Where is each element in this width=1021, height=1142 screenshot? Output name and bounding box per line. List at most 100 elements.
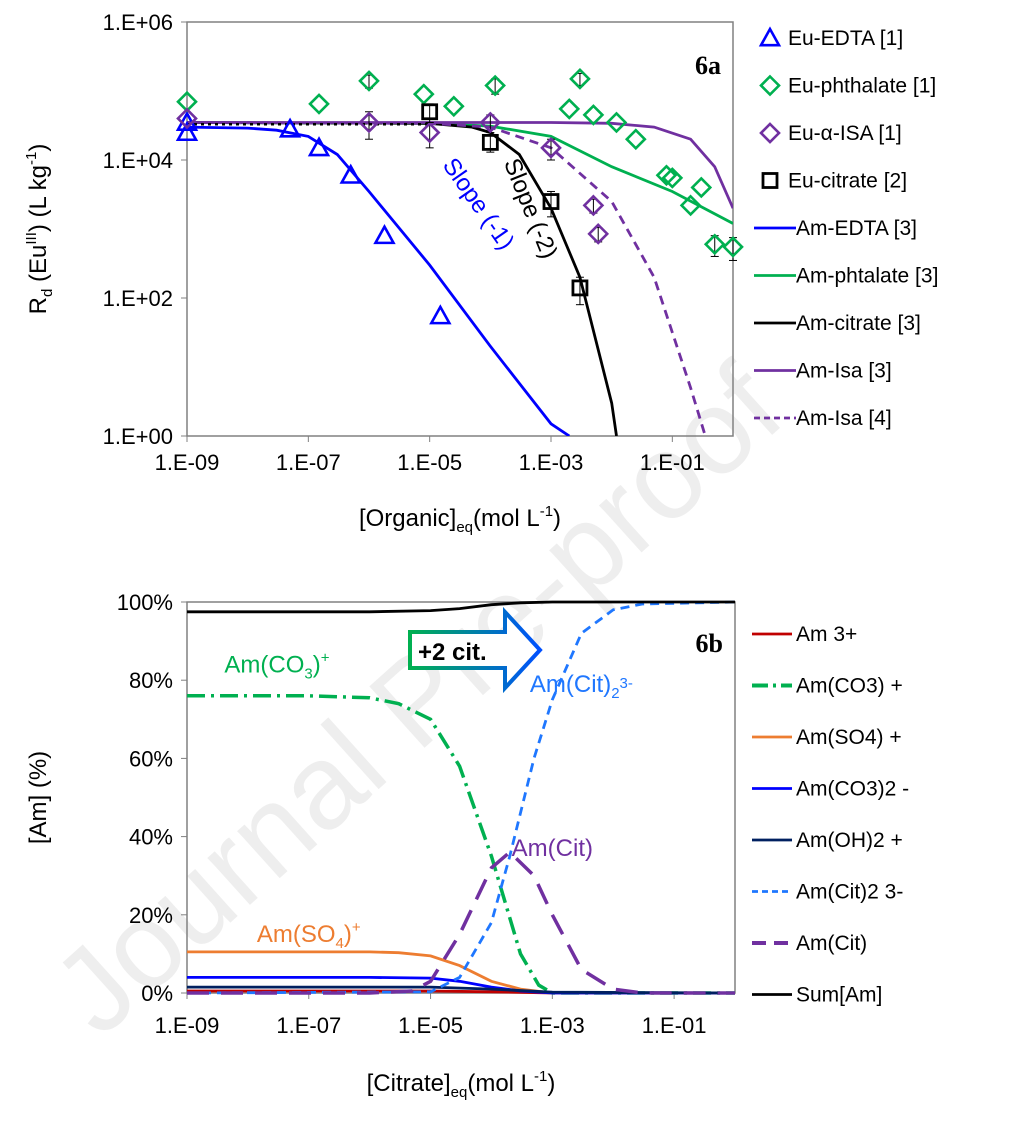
species-annotation: Am(Cit)23- <box>530 671 633 702</box>
y-tick-label: 20% <box>129 903 173 928</box>
data-point-eu-edta-1- <box>175 120 199 142</box>
y-axis-title: [Am] (%) <box>25 751 52 844</box>
legend-marker-eu-isa-1- <box>759 122 781 144</box>
x-tick-label: 1.E-07 <box>276 450 341 475</box>
data-point-eu-edta-1- <box>278 117 302 138</box>
data-point-eu-isa-1- <box>540 137 562 159</box>
data-point-eu-phthalate-1- <box>569 68 591 90</box>
series-line-am-cit- <box>187 849 735 995</box>
speciation-lines-6b <box>187 600 735 995</box>
data-point-eu-isa-1- <box>418 121 441 144</box>
legend-marker-eu-edta-1- <box>758 26 782 47</box>
data-points-6a <box>175 68 744 325</box>
data-point-eu-phthalate-1- <box>605 111 628 134</box>
y-tick-label: 40% <box>129 825 173 850</box>
x-axis-title: [Citrate]eq(mol L-1) <box>367 1068 556 1101</box>
legend-label-eu-edta-1-: Eu-EDTA [1] <box>788 27 903 50</box>
data-point-eu-phthalate-1- <box>582 104 605 126</box>
legend-label-am-co3-: Am(CO3) + <box>796 675 903 698</box>
species-annotation: Am(Cit) <box>512 835 593 862</box>
data-point-eu-phthalate-1- <box>484 74 506 97</box>
legend-label-am-oh-2-: Am(OH)2 + <box>796 829 903 852</box>
legend-label-am-phtalate-3-: Am-phtalate [3] <box>796 265 938 288</box>
data-point-eu-phthalate-1- <box>558 98 581 120</box>
y-axis-title: Rd (EuIII) (L kg-1) <box>23 144 56 315</box>
arrow-shape <box>408 606 543 694</box>
data-point-eu-citrate-2- <box>481 133 499 151</box>
legend-label-am-citrate-3-: Am-citrate [3] <box>796 312 921 335</box>
data-point-eu-isa-1- <box>582 194 605 217</box>
legend-6b: Am 3+ Am(CO3) + Am(SO4) + Am(CO3)2 - Am(OH)2… <box>752 623 909 1007</box>
y-tick-label: 100% <box>117 590 173 615</box>
data-point-eu-phthalate-1- <box>442 95 465 118</box>
y-tick-label: 1.E+06 <box>103 10 173 35</box>
legend-label-eu-isa-1-: Eu-α-ISA [1] <box>788 122 902 145</box>
species-annotation: Am(SO4)+ <box>257 919 361 952</box>
data-point-eu-phthalate-1- <box>690 176 713 199</box>
x-tick-label: 1.E-05 <box>398 1013 463 1038</box>
panel-label-6b: 6b <box>696 629 723 658</box>
arrow-annotation: +2 cit. <box>408 606 543 694</box>
series-line-am-cit-2-3- <box>187 600 735 995</box>
x-axis-title: [Organic]eq(mol L-1) <box>359 503 561 536</box>
x-tick-label: 1.E-01 <box>642 1013 707 1038</box>
plot-area-6a <box>186 21 734 437</box>
data-point-eu-citrate-2- <box>542 193 560 210</box>
data-point-eu-phthalate-1- <box>624 128 647 151</box>
series-line-sum-am- <box>187 600 735 614</box>
legend-label-am-cit-2-3-: Am(Cit)2 3- <box>796 881 903 904</box>
data-point-eu-citrate-2- <box>571 279 589 297</box>
data-point-eu-edta-1- <box>339 163 362 184</box>
x-tick-label: 1.E-07 <box>276 1013 341 1038</box>
data-point-eu-citrate-2- <box>421 103 439 121</box>
data-point-eu-phthalate-1- <box>661 167 684 189</box>
data-point-eu-edta-1- <box>429 304 452 325</box>
data-point-eu-isa-1- <box>358 111 380 134</box>
y-tick-label: 1.E+02 <box>103 286 173 311</box>
x-tick-label: 1.E-03 <box>519 450 584 475</box>
legend-label-am-so4-: Am(SO4) + <box>796 726 902 749</box>
data-point-eu-isa-1- <box>479 111 502 134</box>
y-tick-label: 80% <box>129 668 173 693</box>
data-point-eu-phthalate-1- <box>722 236 744 258</box>
data-point-eu-isa-1- <box>176 107 198 130</box>
arrow-label: +2 cit. <box>418 639 487 666</box>
y-tick-label: 1.E+00 <box>103 424 173 449</box>
panel-6a: 1.E+00 1.E+02 1.E+04 1.E+06 1.E-09 1.E-07 1.E-… <box>23 10 938 536</box>
data-point-eu-phthalate-1- <box>703 233 726 256</box>
data-point-eu-phthalate-1- <box>412 83 435 105</box>
x-tick-label: 1.E-01 <box>640 450 705 475</box>
y-tick-label: 0% <box>141 981 173 1006</box>
data-point-eu-edta-1- <box>307 136 331 157</box>
series-line-am-co3- <box>187 694 735 995</box>
legend-label-am-edta-3-: Am-EDTA [3] <box>796 217 917 240</box>
data-point-eu-edta-1- <box>373 224 396 245</box>
data-point-eu-phthalate-1- <box>679 194 702 217</box>
panel-6b: 0% 20% 40% 60% 80% 100% 1.E-09 1.E-07 1.E-05 1.E-… <box>25 590 909 1101</box>
data-point-eu-phthalate-1- <box>358 70 380 92</box>
x-tick-label: 1.E-03 <box>520 1013 585 1038</box>
series-line-am-citrate-3- <box>187 121 618 436</box>
plot-area-6b <box>186 601 736 994</box>
series-line-am-oh-2- <box>187 985 735 995</box>
legend-label-sum-am-: Sum[Am] <box>796 984 882 1007</box>
series-line-am-isa-3- <box>187 121 733 209</box>
x-tick-label: 1.E-05 <box>397 450 462 475</box>
series-line-am-isa-4- <box>187 121 707 436</box>
panel-label-6a: 6a <box>695 51 721 80</box>
legend-label-am-3-: Am 3+ <box>796 623 857 646</box>
species-annotation: Am(CO3)+ <box>224 649 329 682</box>
y-tick-label: 1.E+04 <box>103 148 173 173</box>
legend-label-am-isa-3-: Am-Isa [3] <box>796 360 892 383</box>
legend-6a: Eu-EDTA [1] Eu-phthalate [1] Eu-α-ISA [1] E… <box>754 26 938 430</box>
legend-marker-eu-citrate-2- <box>761 172 779 189</box>
data-point-eu-isa-1- <box>587 223 610 245</box>
legend-label-eu-citrate-2-: Eu-citrate [2] <box>788 170 907 193</box>
data-point-eu-phthalate-1- <box>655 164 678 187</box>
legend-label-am-cit-: Am(Cit) <box>796 932 867 955</box>
legend-marker-eu-phthalate-1- <box>759 74 781 97</box>
x-tick-label: 1.E-09 <box>155 450 220 475</box>
legend-label-am-co3-2-: Am(CO3)2 - <box>796 778 909 801</box>
x-tick-label: 1.E-09 <box>155 1013 220 1038</box>
